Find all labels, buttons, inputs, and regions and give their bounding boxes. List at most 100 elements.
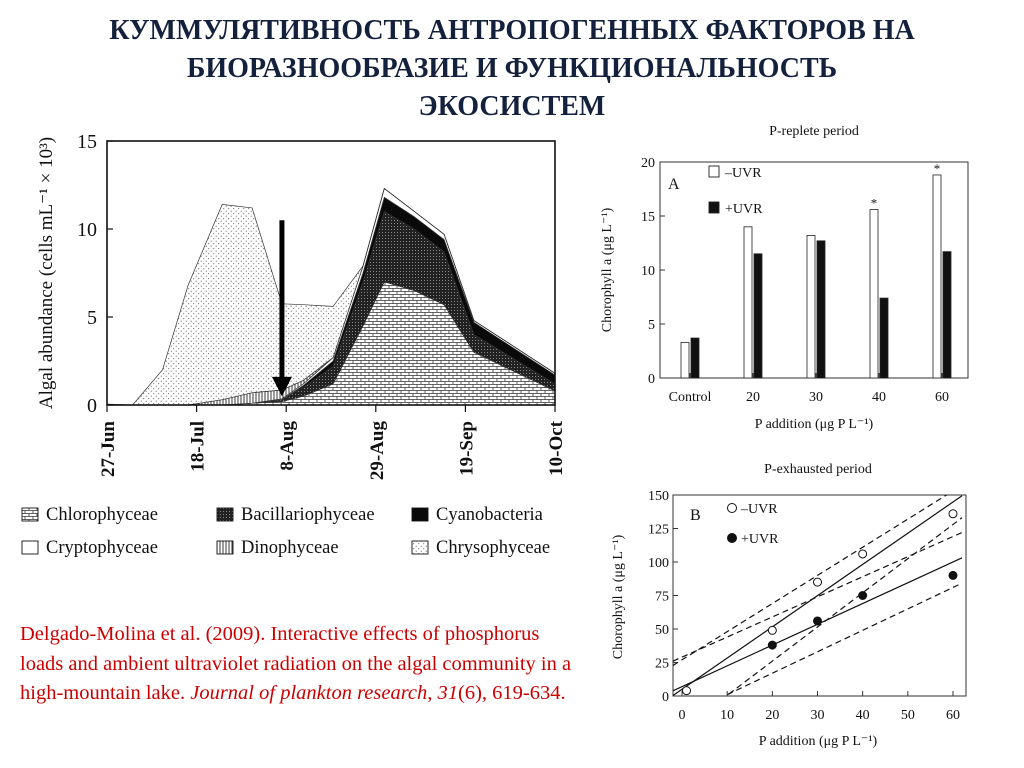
algal-abundance-chart: 0 5 10 15 27-Jun 18-Jul 8-Aug 29-Aug 19-Sep 10-Oc… bbox=[21, 131, 567, 558]
legend-label-cryptophyceae: Cryptophyceae bbox=[46, 538, 158, 558]
point-plus-uvr-1 bbox=[813, 616, 822, 626]
bar-plus-uvr-3 bbox=[879, 297, 889, 379]
bar-minus-uvr-4 bbox=[932, 174, 942, 379]
event-arrow-head bbox=[271, 376, 292, 397]
x-tick-label-3: 29-Aug bbox=[367, 421, 388, 481]
y-tick-label-3: 15 bbox=[77, 131, 97, 153]
x-tick-label-4: 19-Sep bbox=[456, 421, 477, 476]
y-tick-label-3: 15 bbox=[641, 210, 655, 225]
y-tick-label-5: 125 bbox=[648, 523, 669, 538]
x-tick-label-0: 0 bbox=[679, 708, 686, 723]
bar-plus-uvr-4 bbox=[942, 251, 952, 379]
y-tick-label-0: 0 bbox=[662, 690, 669, 705]
x-axis-label: P addition (μg P L⁻¹) bbox=[755, 417, 874, 432]
citation-journal: Journal of plankton research bbox=[190, 682, 428, 704]
y-tick-label-1: 5 bbox=[648, 318, 655, 333]
title-line-3: ЭКОСИСТЕМ bbox=[418, 91, 606, 122]
plot-frame bbox=[106, 140, 556, 406]
title-line-2: БИОРАЗНООБРАЗИЕ И ФУНКЦИОНАЛЬНОСТЬ bbox=[186, 53, 838, 84]
legend-label-minus-uvr: –UVR bbox=[740, 502, 778, 517]
panel-label: B bbox=[690, 507, 701, 524]
citation: Delgado-Molina et al. (2009). Interactiv… bbox=[20, 620, 580, 709]
x-tick-label-5: 10-Oct bbox=[546, 420, 567, 476]
y-tick-label-0: 0 bbox=[648, 372, 655, 387]
x-tick-label-5: 50 bbox=[901, 708, 915, 723]
x-tick-label-2: 20 bbox=[765, 708, 779, 723]
point-minus-uvr-2 bbox=[813, 577, 822, 587]
bar-minus-uvr-0 bbox=[680, 341, 690, 379]
bar-plus-uvr-0 bbox=[690, 337, 700, 379]
legend-swatch-plus-uvr bbox=[708, 201, 720, 214]
legend-label-plus-uvr: +UVR bbox=[741, 532, 779, 547]
y-tick-label-4: 20 bbox=[641, 156, 655, 171]
point-minus-uvr-1 bbox=[767, 625, 777, 635]
legend-label-dinophyceae: Dinophyceae bbox=[241, 538, 339, 558]
x-tick-label-3: 30 bbox=[811, 708, 825, 723]
y-tick-label-6: 150 bbox=[648, 489, 669, 504]
legend-swatch-cyanobacteria bbox=[411, 507, 429, 522]
y-axis-label: Chorophyll a (μg L⁻¹) bbox=[600, 207, 615, 332]
legend-swatch-chrysophyceae bbox=[411, 540, 429, 555]
bar-minus-uvr-2 bbox=[806, 235, 816, 379]
bar-minus-uvr-3 bbox=[869, 209, 879, 379]
p-replete-bar-chart: P-replete period A 0 5 10 15 20 Control 20 30 40 * 6… bbox=[600, 124, 969, 432]
x-tick-label-0: Control bbox=[669, 390, 712, 405]
point-minus-uvr-4 bbox=[948, 509, 958, 519]
y-axis-label: Chorophyll a (μg L⁻¹) bbox=[611, 534, 626, 659]
citation-volume: 31 bbox=[437, 682, 459, 704]
x-tick-label-2: 30 bbox=[809, 390, 823, 405]
chart-title: P-replete period bbox=[769, 124, 859, 139]
y-tick-label-3: 75 bbox=[655, 590, 669, 605]
y-tick-label-4: 100 bbox=[648, 556, 669, 571]
legend-label-chlorophyceae: Chlorophyceae bbox=[46, 505, 158, 525]
x-tick-label-1: 18-Jul bbox=[188, 421, 209, 472]
x-tick-label-4: 60 bbox=[935, 390, 949, 405]
citation-lead: Delgado-Molina et al. (2009). Interactiv… bbox=[20, 623, 572, 704]
point-minus-uvr-3 bbox=[858, 549, 868, 559]
y-tick-label-2: 50 bbox=[655, 623, 669, 638]
citation-separator: , bbox=[427, 682, 438, 704]
x-tick-label-2: 8-Aug bbox=[277, 421, 298, 471]
significance-marker-3: * bbox=[871, 196, 878, 211]
x-tick-label-1: 10 bbox=[720, 708, 734, 723]
x-tick-label-6: 60 bbox=[946, 708, 960, 723]
ci-lower-plus-uvr bbox=[722, 582, 963, 696]
y-tick-label-1: 25 bbox=[655, 657, 669, 672]
point-plus-uvr-3 bbox=[948, 570, 958, 580]
title-line-1: КУММУЛЯТИВНОСТЬ АНТРОПОГЕННЫХ ФАКТОРОВ Н… bbox=[109, 15, 915, 46]
legend-label-cyanobacteria: Cyanobacteria bbox=[436, 505, 543, 525]
y-tick-label-2: 10 bbox=[77, 219, 97, 241]
legend-marker-plus-uvr bbox=[727, 533, 737, 543]
ci-lower-minus-uvr bbox=[725, 517, 963, 696]
y-tick-label-2: 10 bbox=[641, 264, 655, 279]
y-tick-label-0: 0 bbox=[87, 395, 97, 417]
y-tick-label-1: 5 bbox=[87, 307, 97, 329]
legend-swatch-bacillariophyceae bbox=[216, 507, 234, 522]
bar-plus-uvr-2 bbox=[816, 240, 826, 379]
legend-swatch-cryptophyceae bbox=[21, 540, 39, 555]
point-plus-uvr-2 bbox=[858, 591, 868, 600]
citation-rest: (6), 619-634. bbox=[458, 682, 566, 704]
bar-minus-uvr-1 bbox=[743, 226, 753, 379]
legend-swatch-chlorophyceae bbox=[21, 507, 39, 522]
x-tick-label-0: 27-Jun bbox=[98, 421, 119, 477]
x-tick-label-4: 40 bbox=[856, 708, 870, 723]
x-tick-label-3: 40 bbox=[872, 390, 886, 405]
legend-swatch-minus-uvr bbox=[708, 165, 720, 178]
ci-upper-plus-uvr bbox=[673, 531, 963, 662]
x-tick-label-1: 20 bbox=[746, 390, 760, 405]
panel-label: A bbox=[668, 176, 680, 193]
chart-title: P-exhausted period bbox=[764, 462, 872, 477]
y-axis-label: Algal abundance (cells mL⁻¹ × 10³) bbox=[36, 137, 57, 409]
fit-line-minus-uvr bbox=[673, 495, 963, 696]
point-minus-uvr-0 bbox=[682, 686, 692, 696]
x-axis-label: P addition (μg P L⁻¹) bbox=[759, 734, 878, 749]
legend-marker-minus-uvr bbox=[727, 503, 737, 513]
legend-label-plus-uvr: +UVR bbox=[725, 202, 763, 217]
legend-label-minus-uvr: –UVR bbox=[724, 166, 762, 181]
area-chrysophyceae bbox=[106, 187, 556, 406]
bar-plus-uvr-1 bbox=[753, 253, 763, 379]
legend-label-bacillariophyceae: Bacillariophyceae bbox=[241, 505, 375, 525]
ci-upper-minus-uvr bbox=[673, 495, 948, 666]
p-exhausted-scatter-chart: P-exhausted period B 0 25 50 75 100 125 150 0 10 20… bbox=[611, 462, 967, 749]
